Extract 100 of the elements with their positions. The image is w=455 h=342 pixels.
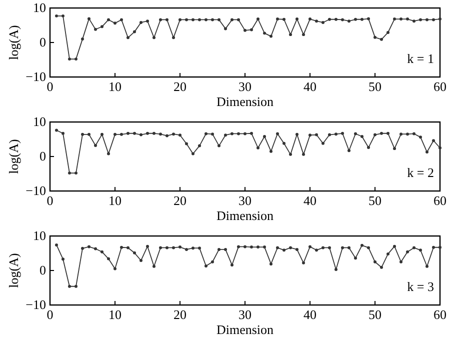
y-tick-label: −10 <box>26 297 46 312</box>
point <box>360 135 364 138</box>
point <box>185 248 188 251</box>
x-tick-label: 40 <box>304 193 316 208</box>
point <box>55 243 58 246</box>
point <box>270 150 272 153</box>
point <box>74 58 78 61</box>
point <box>120 132 123 136</box>
point <box>126 132 130 135</box>
x-tick-label: 20 <box>174 79 186 94</box>
point <box>328 18 331 21</box>
point <box>432 18 435 22</box>
point <box>270 262 272 266</box>
point <box>289 152 292 156</box>
point <box>315 248 318 252</box>
point <box>68 172 71 175</box>
line-series <box>55 128 442 175</box>
point <box>114 22 116 25</box>
point <box>322 21 324 24</box>
point <box>120 18 123 22</box>
point <box>198 246 201 250</box>
point <box>74 172 78 175</box>
point <box>412 20 416 23</box>
point <box>348 149 350 152</box>
y-tick-label: 0 <box>40 262 46 278</box>
point <box>426 150 428 154</box>
point <box>270 34 272 38</box>
x-tick-label: 60 <box>434 79 446 94</box>
y-axis-title: log(A) <box>6 25 21 60</box>
point <box>100 250 104 254</box>
point <box>400 18 402 21</box>
point <box>250 28 253 32</box>
point <box>263 246 266 249</box>
y-axis-title: log(A) <box>6 253 21 288</box>
point <box>276 132 279 136</box>
point <box>198 144 201 148</box>
point <box>140 21 142 24</box>
point <box>282 18 286 21</box>
point <box>166 134 168 138</box>
point <box>237 18 240 22</box>
point <box>126 36 130 40</box>
point <box>400 260 402 264</box>
point <box>146 132 149 135</box>
point <box>94 247 97 250</box>
point <box>192 246 194 250</box>
point <box>354 256 357 260</box>
point <box>211 132 214 136</box>
point <box>230 263 234 266</box>
point <box>88 245 90 248</box>
point <box>126 246 130 250</box>
y-tick-label: 10 <box>33 228 46 244</box>
point <box>386 252 390 256</box>
point <box>348 20 350 23</box>
point <box>367 17 370 20</box>
x-tick-label: 30 <box>238 193 252 208</box>
point <box>315 20 318 23</box>
point <box>140 133 142 136</box>
point <box>438 18 442 21</box>
x-tick-label: 60 <box>434 193 446 208</box>
point <box>374 36 376 39</box>
point <box>172 132 175 136</box>
point <box>224 27 227 30</box>
point <box>68 284 71 288</box>
point <box>386 132 390 135</box>
x-tick-label: 50 <box>368 193 382 208</box>
point <box>114 132 116 136</box>
point <box>400 132 402 136</box>
point <box>185 18 188 22</box>
point <box>204 18 208 22</box>
point <box>140 259 142 262</box>
x-tick-label: 10 <box>108 193 122 208</box>
point <box>88 17 90 20</box>
point <box>237 132 240 136</box>
y-tick-label: −10 <box>26 69 46 84</box>
x-axis-title: Dimension <box>216 322 274 337</box>
point <box>367 246 370 250</box>
y-axis-title: log(A) <box>6 139 21 174</box>
point <box>211 260 214 264</box>
point <box>74 284 78 288</box>
point <box>256 18 260 21</box>
point <box>159 132 162 136</box>
point <box>152 132 156 135</box>
y-tick-label: 0 <box>40 148 46 164</box>
point <box>354 18 357 21</box>
point <box>263 32 266 35</box>
point <box>159 18 162 22</box>
annotation: k = 3 <box>407 279 434 294</box>
point <box>393 18 396 21</box>
point <box>159 246 162 250</box>
point <box>426 264 428 268</box>
point <box>334 132 338 136</box>
x-tick-label: 30 <box>238 79 252 94</box>
x-tick-label: 10 <box>108 79 122 94</box>
point <box>178 18 182 22</box>
point <box>211 18 214 22</box>
point <box>419 248 422 252</box>
point <box>114 267 116 270</box>
point <box>348 246 350 250</box>
annotation: k = 2 <box>407 165 434 180</box>
point <box>250 246 253 249</box>
